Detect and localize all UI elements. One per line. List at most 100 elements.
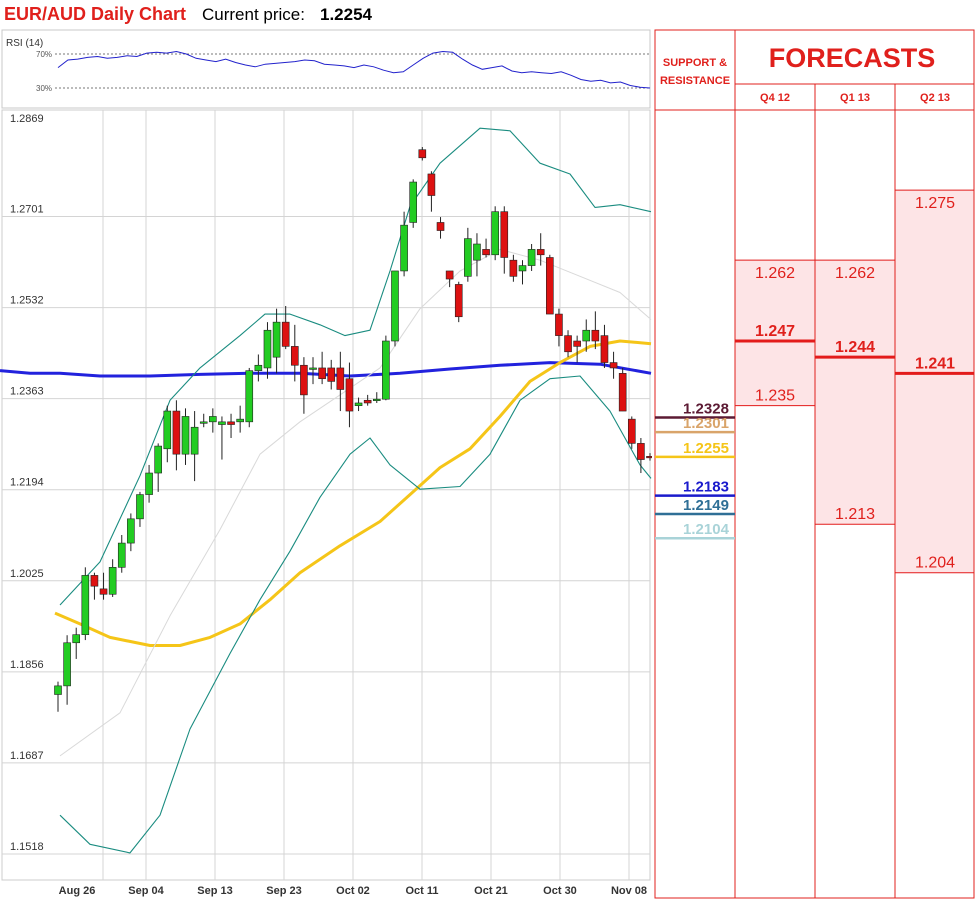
candle: [473, 233, 481, 277]
candle-body: [372, 398, 381, 402]
candle: [527, 244, 536, 271]
candle-body: [318, 367, 326, 380]
candle-body: [600, 335, 609, 363]
price-frame: [1, 109, 651, 881]
candle: [618, 367, 627, 412]
candle-body: [618, 373, 627, 412]
candle: [154, 443, 162, 492]
candle: [209, 408, 217, 433]
forecast-high-value: 1.262: [755, 265, 795, 282]
candles: [54, 147, 652, 712]
candle-body: [300, 364, 308, 396]
y-tick-label: 1.1518: [10, 841, 44, 853]
forecast-low-value: 1.213: [835, 506, 875, 523]
candle-body: [236, 418, 244, 423]
candle: [509, 254, 518, 282]
candle-body: [555, 313, 563, 336]
x-tick-label: Sep 04: [128, 885, 164, 897]
candle-body: [218, 421, 226, 425]
candle: [127, 513, 135, 552]
candle: [391, 270, 399, 347]
candle-body: [573, 340, 581, 347]
candle-body: [154, 445, 162, 474]
candle: [427, 171, 436, 212]
candle-body: [536, 249, 545, 256]
candle-body: [254, 364, 263, 371]
candle: [372, 392, 381, 403]
candle-body: [181, 416, 190, 455]
sr-header-line1: SUPPORT &: [663, 57, 727, 69]
candle-body: [591, 329, 600, 342]
forecast-high-value: 1.262: [835, 265, 875, 282]
sr-level-value: 1.2301: [683, 415, 729, 432]
indicator-lines: [0, 127, 652, 854]
candle-body: [136, 494, 144, 520]
candle-body: [491, 211, 499, 256]
candle: [218, 416, 226, 460]
candle-body: [646, 456, 652, 459]
candle-body: [409, 181, 418, 223]
candle-body: [90, 575, 99, 587]
forecast-range: [815, 260, 895, 525]
candle: [436, 217, 445, 239]
candle-body: [72, 634, 81, 644]
candle-body: [81, 575, 90, 635]
chart-title: EUR/AUD Daily Chart: [4, 4, 187, 24]
candle-body: [63, 642, 71, 687]
candle: [518, 260, 527, 285]
candle-body: [272, 321, 281, 358]
candle-body: [500, 211, 509, 258]
x-tick-label: Oct 30: [543, 885, 577, 897]
candle-body: [354, 402, 363, 406]
rsi-panel: RSI (14) 70% 30%: [1, 29, 651, 109]
candle-body: [436, 222, 445, 231]
forecast-low-value: 1.235: [755, 388, 795, 405]
candle: [54, 681, 62, 712]
candle: [190, 411, 199, 482]
candle-body: [445, 270, 454, 280]
y-tick-label: 1.2701: [10, 204, 44, 216]
candle-body: [582, 329, 591, 342]
sr-level-value: 1.2255: [683, 440, 729, 457]
x-axis: Aug 26 Sep 04 Sep 13 Sep 23 Oct 02 Oct 11 Oct …: [59, 885, 647, 897]
candle-body: [482, 249, 490, 256]
candle: [573, 335, 581, 363]
x-tick-label: Sep 23: [266, 885, 301, 897]
candle: [181, 408, 190, 465]
x-tick-label: Oct 02: [336, 885, 370, 897]
candle-body: [527, 249, 536, 266]
candle: [263, 322, 272, 379]
forecast-range: [895, 190, 974, 573]
x-tick-label: Sep 13: [197, 885, 232, 897]
candle-body: [245, 370, 254, 423]
candle: [318, 351, 326, 385]
current-price-value: 1.2254: [320, 5, 372, 24]
current-price-label: Current price:: [202, 5, 305, 24]
candle-body: [127, 518, 135, 544]
candle-body: [199, 421, 208, 424]
candle: [199, 413, 208, 428]
candle-body: [345, 378, 354, 412]
forecast-columns: Q4 12 1.262 1.247 1.235 Q1 13 1.262 1.244 1.213…: [735, 92, 974, 574]
candle: [336, 351, 345, 412]
forecast-avg-value: 1.244: [835, 339, 875, 356]
candle-body: [473, 243, 481, 261]
candle: [145, 464, 153, 503]
y-tick-label: 1.2194: [10, 477, 44, 489]
panel-frame: [654, 29, 975, 899]
candle-body: [609, 362, 618, 369]
chart-header: EUR/AUD Daily Chart Current price: 1.225…: [0, 0, 652, 30]
candle: [382, 335, 390, 401]
candle: [345, 362, 354, 428]
candle-body: [363, 399, 372, 404]
y-tick-label: 1.2025: [10, 568, 44, 580]
candle-body: [172, 410, 181, 455]
candle: [400, 211, 408, 277]
y-tick-label: 1.2532: [10, 295, 44, 307]
candle-body: [117, 542, 126, 568]
candle: [482, 238, 490, 258]
candle: [546, 254, 554, 315]
y-axis: 1.2869 1.2701 1.2532 1.2363 1.2194 1.2025 1.18…: [10, 113, 44, 853]
candle: [245, 367, 254, 428]
